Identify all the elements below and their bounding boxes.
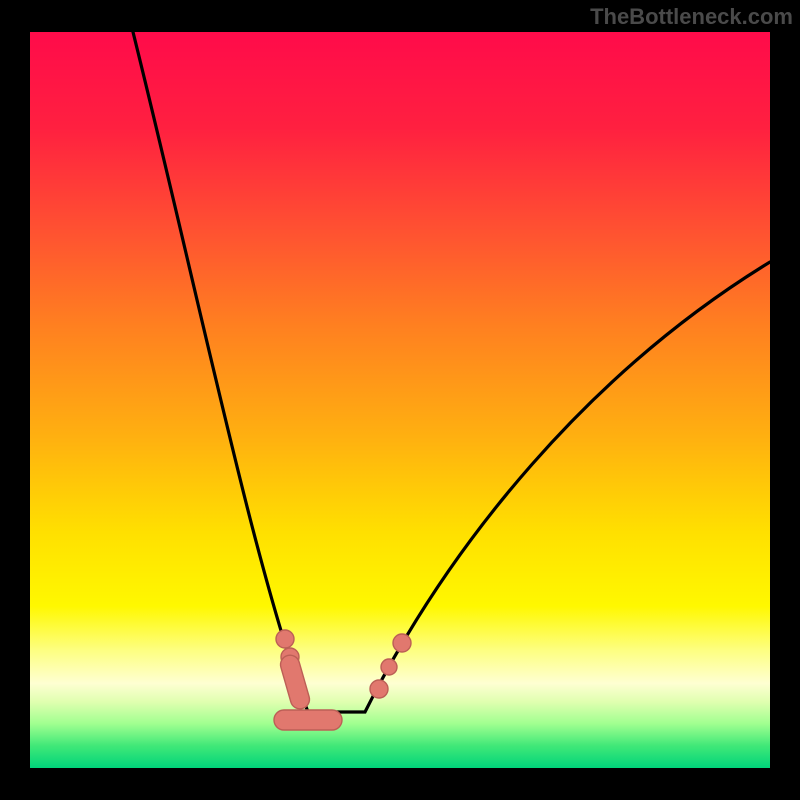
curve-marker <box>274 710 342 730</box>
curve-marker <box>393 634 411 652</box>
plot-background <box>30 32 770 768</box>
bottleneck-chart-svg <box>0 0 800 800</box>
curve-marker <box>276 630 294 648</box>
curve-marker <box>381 659 397 675</box>
curve-marker <box>370 680 388 698</box>
chart-container: TheBottleneck.com <box>0 0 800 800</box>
